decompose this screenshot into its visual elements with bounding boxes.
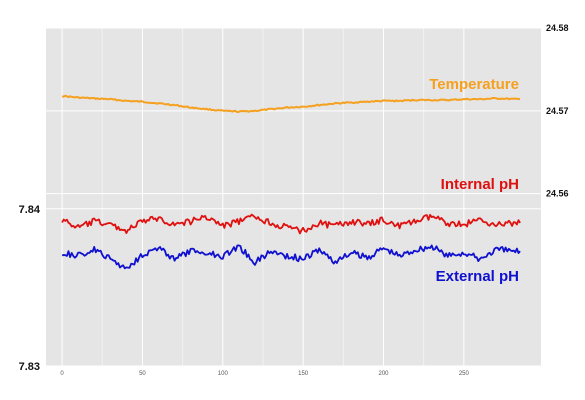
series-label-temperature: Temperature <box>429 76 519 93</box>
series-label-internal-ph: Internal pH <box>441 176 519 193</box>
y-left-tick-label: 7.84 <box>19 204 41 216</box>
y-right-tick-label: 24.58 <box>546 23 569 33</box>
series-line-external-ph <box>61 244 521 270</box>
x-tick-label: 250 <box>459 371 470 377</box>
y-right-tick-label: 24.56 <box>546 189 569 199</box>
x-tick-label: 0 <box>60 371 64 377</box>
plot-background <box>46 28 541 366</box>
x-tick-label: 50 <box>139 371 146 377</box>
series-label-external-ph: External pH <box>436 268 519 285</box>
x-tick-label: 150 <box>298 371 309 377</box>
series-line-internal-ph <box>61 213 521 235</box>
series-line-temperature <box>61 94 521 114</box>
y-left-tick-label: 7.83 <box>19 361 40 373</box>
x-tick-label: 100 <box>218 371 229 377</box>
y-right-tick-label: 24.57 <box>546 106 569 116</box>
x-tick-label: 200 <box>378 371 389 377</box>
series-layer <box>61 94 521 270</box>
series-labels: Temperature Internal pH External pH <box>429 76 519 285</box>
tick-labels: 0 50 100 150 200 250 7.83 7.84 24.56 24.57 24.58 <box>19 23 569 377</box>
grid <box>46 27 541 367</box>
